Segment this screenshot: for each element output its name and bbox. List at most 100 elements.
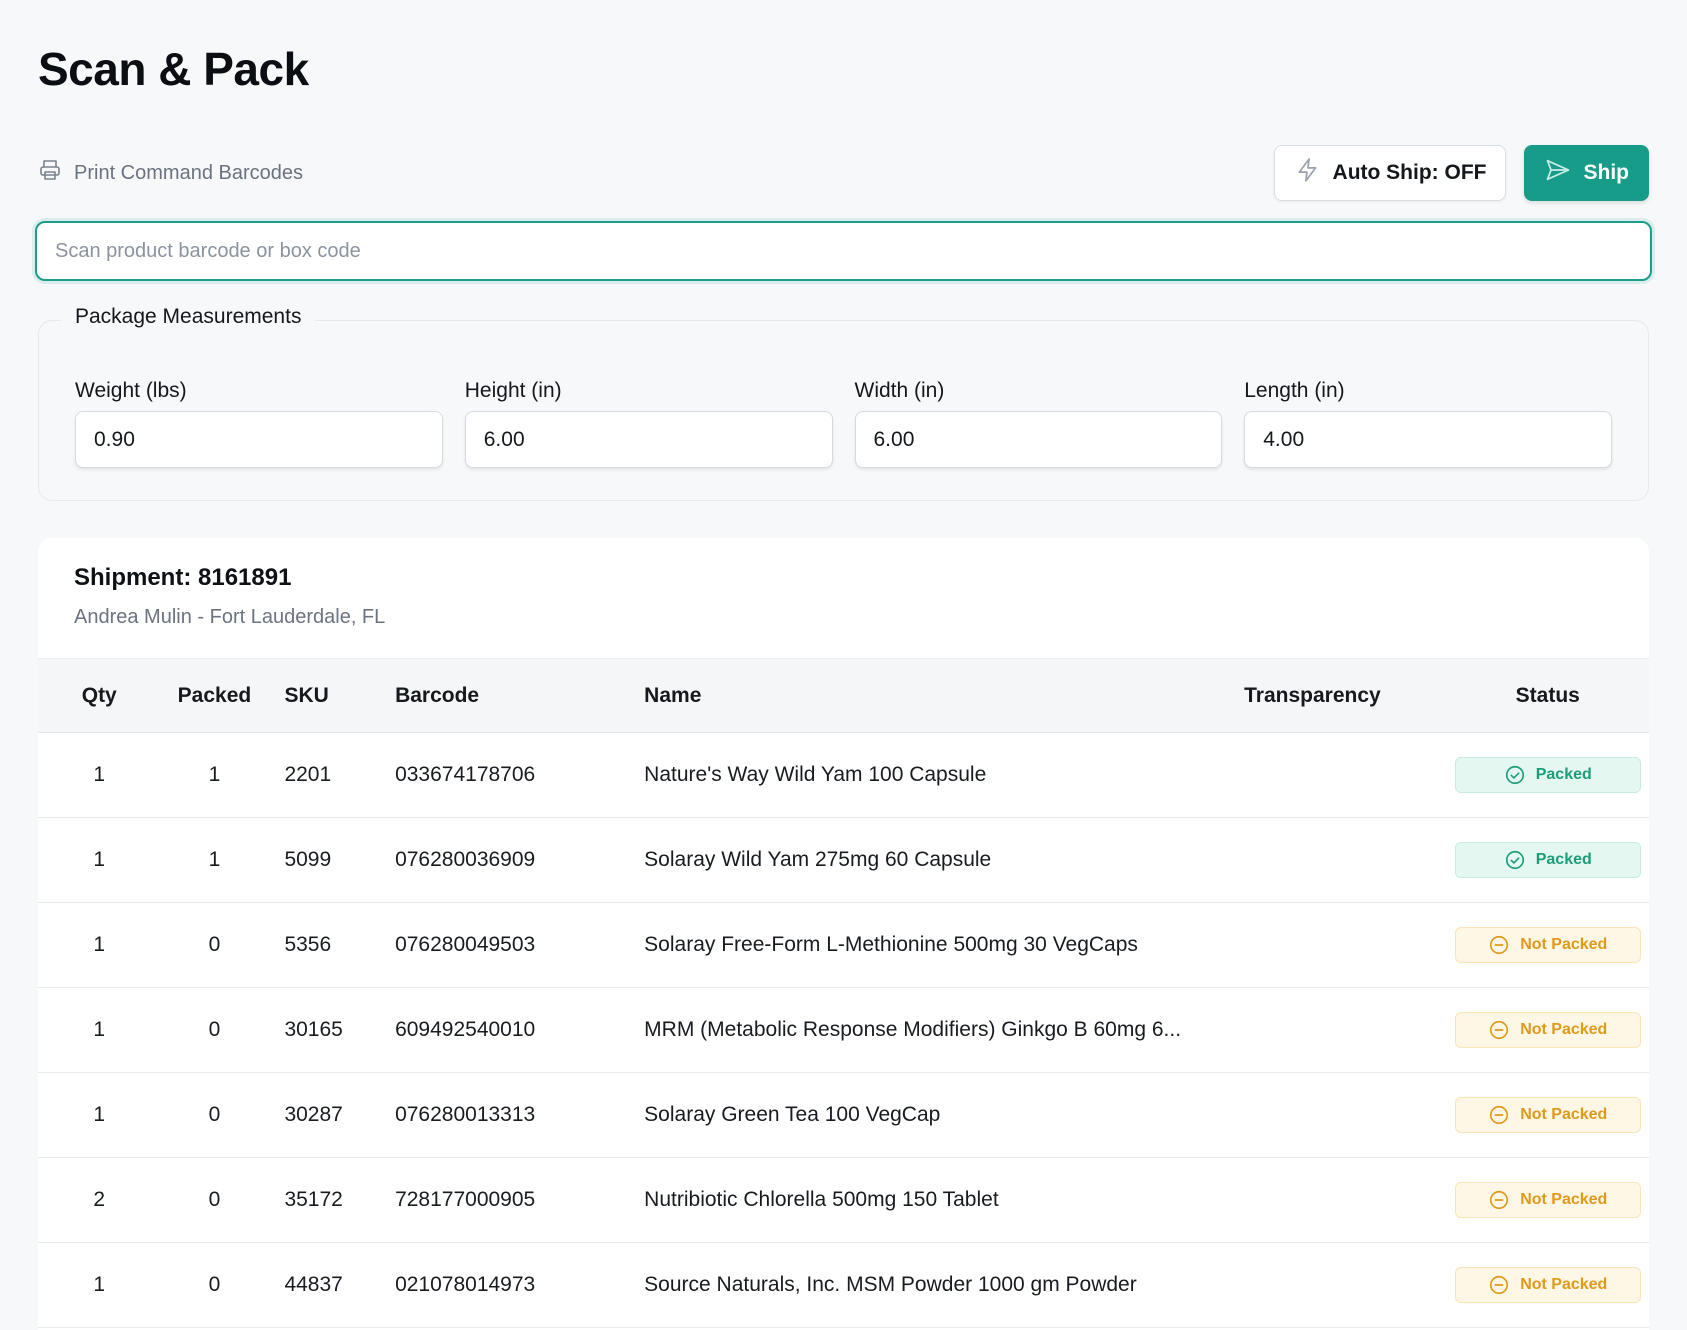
table-row[interactable]: 1 0 30287 076280013313 Solaray Green Tea 100…: [38, 1072, 1649, 1158]
table-row[interactable]: 1 1 2201 033674178706 Nature's Way Wild Yam …: [38, 732, 1649, 818]
name-cell: Nutribiotic Chlorella 500mg 150 Tablet: [644, 1188, 999, 1211]
transparency-cell: [1244, 988, 1446, 1073]
auto-ship-label: Auto Ship: OFF: [1332, 161, 1487, 184]
measurement-fields: Weight (lbs) Height (in) Width (in) Leng…: [75, 379, 1612, 468]
sku-cell: 44837: [284, 1273, 343, 1296]
name-cell: Solaray Green Tea 100 VegCap: [644, 1103, 941, 1126]
barcode-cell: 033674178706: [395, 763, 536, 786]
table-row[interactable]: 1 1 5099 076280036909 Solaray Wild Yam 275mg…: [38, 817, 1649, 903]
toolbar: Print Command Barcodes Auto Ship: OFF: [38, 145, 1649, 201]
status-cell: Packed: [1447, 733, 1649, 818]
status-label: Not Packed: [1520, 1276, 1608, 1293]
qty-cell: 1: [93, 848, 106, 871]
table-row[interactable]: 1 0 5356 076280049503 Solaray Free-Form L-Me…: [38, 902, 1649, 988]
sku-cell: 5356: [284, 933, 332, 956]
transparency-cell: [1244, 733, 1446, 818]
table-row[interactable]: 1 0 30165 609492540010 MRM (Metabolic Respon…: [38, 987, 1649, 1073]
width-field-group: Width (in): [854, 379, 1223, 468]
length-field-group: Length (in): [1244, 379, 1612, 468]
sku-cell: 5099: [284, 848, 332, 871]
transparency-cell: [1244, 1243, 1446, 1328]
package-measurements-panel: Package Measurements Weight (lbs) Height…: [38, 305, 1649, 501]
minus-circle-icon: [1488, 1274, 1510, 1296]
print-command-barcodes-link[interactable]: Print Command Barcodes: [38, 158, 303, 188]
length-input[interactable]: [1244, 411, 1612, 468]
status-label: Not Packed: [1520, 1021, 1608, 1038]
column-header-barcode[interactable]: Barcode: [395, 683, 480, 707]
column-header-name[interactable]: Name: [644, 683, 702, 707]
table-body: 1 1 2201 033674178706 Nature's Way Wild Yam …: [38, 732, 1649, 1328]
sku-cell: 35172: [284, 1188, 343, 1211]
page-title: Scan & Pack: [38, 43, 309, 95]
column-header-packed[interactable]: Packed: [177, 683, 252, 707]
column-header-status[interactable]: Status: [1515, 683, 1580, 707]
scan-field-wrapper: [35, 221, 1652, 281]
barcode-cell: 609492540010: [395, 1018, 536, 1041]
auto-ship-toggle-button[interactable]: Auto Ship: OFF: [1273, 145, 1506, 201]
sku-cell: 30287: [284, 1103, 343, 1126]
status-badge: Not Packed: [1454, 1182, 1641, 1218]
width-input[interactable]: [854, 411, 1223, 468]
table-row[interactable]: 1 0 44837 021078014973 Source Naturals, Inc.…: [38, 1242, 1649, 1328]
status-badge: Not Packed: [1454, 1012, 1641, 1048]
length-label: Length (in): [1244, 379, 1345, 402]
column-header-transparency[interactable]: Transparency: [1244, 683, 1381, 707]
barcode-cell: 076280036909: [395, 848, 536, 871]
status-label: Packed: [1535, 766, 1592, 783]
table-row[interactable]: 2 0 35172 728177000905 Nutribiotic Chlorella…: [38, 1157, 1649, 1243]
name-cell: Source Naturals, Inc. MSM Powder 1000 gm…: [644, 1273, 1137, 1296]
printer-icon: [38, 158, 62, 188]
packed-cell: 0: [208, 933, 221, 956]
status-cell: Packed: [1447, 818, 1649, 903]
status-cell: Not Packed: [1447, 1073, 1649, 1158]
status-badge: Packed: [1454, 757, 1641, 793]
barcode-cell: 021078014973: [395, 1273, 536, 1296]
package-measurements-legend: Package Measurements: [61, 305, 316, 329]
transparency-cell: [1244, 1073, 1446, 1158]
packed-cell: 1: [208, 848, 221, 871]
status-badge: Packed: [1454, 842, 1641, 878]
height-field-group: Height (in): [464, 379, 833, 468]
barcode-cell: 076280049503: [395, 933, 536, 956]
status-cell: Not Packed: [1447, 1243, 1649, 1328]
barcode-cell: 728177000905: [395, 1188, 536, 1211]
shipment-header: Shipment: 8161891 Andrea Mulin - Fort La…: [38, 538, 1649, 658]
check-circle-icon: [1504, 764, 1526, 786]
send-icon: [1544, 156, 1572, 190]
ship-label: Ship: [1583, 161, 1630, 184]
transparency-cell: [1244, 1158, 1446, 1243]
column-header-sku[interactable]: SKU: [284, 683, 329, 707]
status-label: Not Packed: [1520, 1191, 1608, 1208]
status-cell: Not Packed: [1447, 1158, 1649, 1243]
packed-cell: 1: [208, 763, 221, 786]
status-cell: Not Packed: [1447, 903, 1649, 988]
sku-cell: 2201: [284, 763, 332, 786]
minus-circle-icon: [1488, 1104, 1510, 1126]
name-cell: Solaray Free-Form L-Methionine 500mg 30 …: [644, 933, 1138, 956]
lightning-icon: [1295, 157, 1321, 189]
status-label: Not Packed: [1520, 936, 1608, 953]
check-circle-icon: [1504, 849, 1526, 871]
action-buttons: Auto Ship: OFF Ship: [1273, 145, 1649, 201]
qty-cell: 1: [93, 933, 106, 956]
status-badge: Not Packed: [1454, 927, 1641, 963]
name-cell: Solaray Wild Yam 275mg 60 Capsule: [644, 848, 992, 871]
print-command-barcodes-label: Print Command Barcodes: [74, 161, 303, 184]
weight-field-group: Weight (lbs): [75, 379, 443, 468]
height-label: Height (in): [464, 379, 562, 402]
status-label: Not Packed: [1520, 1106, 1608, 1123]
scan-barcode-input[interactable]: [37, 223, 1650, 279]
shipment-customer: Andrea Mulin - Fort Lauderdale, FL: [74, 606, 386, 628]
status-badge: Not Packed: [1454, 1267, 1641, 1303]
qty-cell: 1: [93, 1273, 106, 1296]
weight-input[interactable]: [75, 411, 443, 468]
qty-cell: 1: [93, 1018, 106, 1041]
column-header-qty[interactable]: Qty: [81, 683, 117, 707]
transparency-cell: [1244, 818, 1446, 903]
ship-button[interactable]: Ship: [1523, 145, 1649, 201]
height-input[interactable]: [464, 411, 833, 468]
barcode-cell: 076280013313: [395, 1103, 536, 1126]
minus-circle-icon: [1488, 1189, 1510, 1211]
qty-cell: 2: [93, 1188, 106, 1211]
